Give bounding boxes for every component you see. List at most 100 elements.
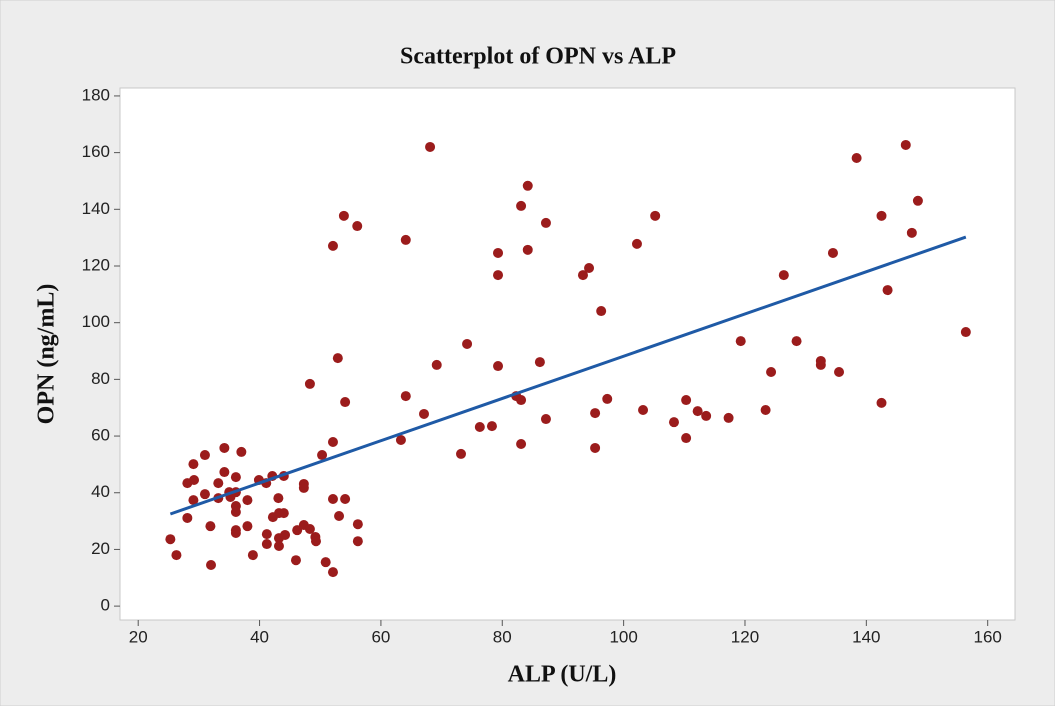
point: [205, 521, 216, 532]
point: [534, 357, 545, 368]
point: [516, 395, 527, 406]
point: [165, 534, 176, 545]
point: [602, 393, 613, 404]
y-tick-label: 40: [91, 482, 110, 501]
point: [304, 524, 315, 535]
point: [516, 200, 527, 211]
point: [462, 338, 473, 349]
point: [188, 495, 199, 506]
point: [352, 221, 363, 232]
point: [701, 410, 712, 421]
point: [338, 210, 349, 221]
point: [332, 353, 343, 364]
point: [577, 270, 588, 281]
point: [791, 336, 802, 347]
point: [273, 541, 284, 552]
x-tick-label: 120: [731, 627, 759, 646]
point: [261, 529, 272, 540]
point: [876, 397, 887, 408]
point: [340, 397, 351, 408]
x-tick-label: 60: [371, 627, 390, 646]
point: [590, 408, 601, 419]
point: [199, 489, 210, 500]
point: [906, 227, 917, 238]
point: [206, 560, 217, 571]
point: [219, 467, 230, 478]
point: [900, 139, 911, 150]
x-tick-label: 20: [129, 627, 148, 646]
point: [395, 435, 406, 446]
point: [280, 529, 291, 540]
point: [182, 512, 193, 523]
point: [493, 361, 504, 372]
point: [317, 450, 328, 461]
fit-line: [169, 235, 967, 516]
point: [638, 404, 649, 415]
x-tick-label: 160: [974, 627, 1002, 646]
point: [692, 406, 703, 417]
point: [474, 421, 485, 432]
point: [242, 495, 253, 506]
y-tick-label: 80: [91, 369, 110, 388]
x-tick-label: 100: [609, 627, 637, 646]
point: [230, 507, 241, 518]
point: [199, 450, 210, 461]
point: [723, 412, 734, 423]
y-tick-label: 60: [91, 426, 110, 445]
y-tick-label: 120: [82, 255, 110, 274]
point: [584, 262, 595, 273]
point: [493, 247, 504, 258]
point: [352, 519, 363, 530]
plot-area: [119, 87, 1016, 621]
y-tick-label: 180: [82, 85, 110, 104]
point: [261, 539, 272, 550]
x-tick-label: 140: [852, 627, 880, 646]
y-tick-label: 0: [101, 596, 110, 615]
point: [327, 240, 338, 251]
point: [456, 448, 467, 459]
point: [340, 493, 351, 504]
point: [882, 285, 893, 296]
point: [815, 359, 826, 370]
point: [273, 493, 284, 504]
chart-title: Scatterplot of OPN vs ALP: [400, 44, 676, 70]
point: [522, 244, 533, 255]
point: [827, 247, 838, 258]
point: [834, 366, 845, 377]
point: [912, 195, 923, 206]
point: [631, 238, 642, 249]
point: [486, 421, 497, 432]
point: [230, 527, 241, 538]
point: [278, 508, 289, 519]
point: [247, 550, 258, 561]
point: [960, 327, 971, 338]
point: [590, 442, 601, 453]
point: [230, 472, 241, 483]
point: [327, 493, 338, 504]
point: [431, 359, 442, 370]
x-tick-label: 80: [493, 627, 512, 646]
point: [418, 408, 429, 419]
point: [236, 446, 247, 457]
point: [298, 482, 309, 493]
x-tick-label: 40: [250, 627, 269, 646]
point: [540, 414, 551, 425]
point: [540, 217, 551, 228]
point: [681, 395, 692, 406]
point: [522, 180, 533, 191]
point: [320, 557, 331, 568]
point: [516, 438, 527, 449]
point: [851, 153, 862, 164]
point: [760, 404, 771, 415]
point: [778, 270, 789, 281]
point: [213, 478, 224, 489]
point: [219, 442, 230, 453]
y-tick-label: 20: [91, 539, 110, 558]
point: [310, 536, 321, 547]
point: [290, 555, 301, 566]
point: [400, 391, 411, 402]
point: [189, 474, 200, 485]
point: [425, 141, 436, 152]
